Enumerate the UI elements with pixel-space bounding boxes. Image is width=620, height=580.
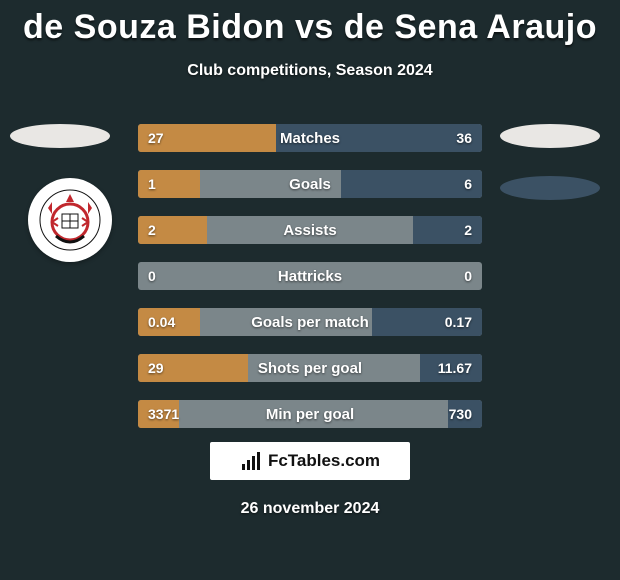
fctables-badge: FcTables.com <box>210 442 410 480</box>
stat-label: Goals per match <box>138 308 482 336</box>
club-badge-left <box>28 178 112 262</box>
stat-row: 2736Matches <box>138 124 482 152</box>
club-oval-right-1 <box>500 124 600 148</box>
page-subtitle: Club competitions, Season 2024 <box>0 62 620 80</box>
club-crest-icon <box>38 188 102 252</box>
stat-row: 16Goals <box>138 170 482 198</box>
stat-row: 2911.67Shots per goal <box>138 354 482 382</box>
stat-label: Matches <box>138 124 482 152</box>
page-title: de Souza Bidon vs de Sena Araujo <box>0 8 620 47</box>
fctables-logo-icon <box>240 450 262 472</box>
stats-container: 2736Matches 16Goals 22Assists 00Hattricks 0.… <box>138 124 482 446</box>
stat-row: 00Hattricks <box>138 262 482 290</box>
stat-label: Min per goal <box>138 400 482 428</box>
fctables-label: FcTables.com <box>268 451 380 471</box>
stat-row: 22Assists <box>138 216 482 244</box>
stat-row: 3371730Min per goal <box>138 400 482 428</box>
club-oval-right-2 <box>500 176 600 200</box>
club-oval-left <box>10 124 110 148</box>
stat-label: Shots per goal <box>138 354 482 382</box>
stat-label: Assists <box>138 216 482 244</box>
stat-label: Goals <box>138 170 482 198</box>
date-label: 26 november 2024 <box>0 500 620 518</box>
stat-row: 0.040.17Goals per match <box>138 308 482 336</box>
stat-label: Hattricks <box>138 262 482 290</box>
